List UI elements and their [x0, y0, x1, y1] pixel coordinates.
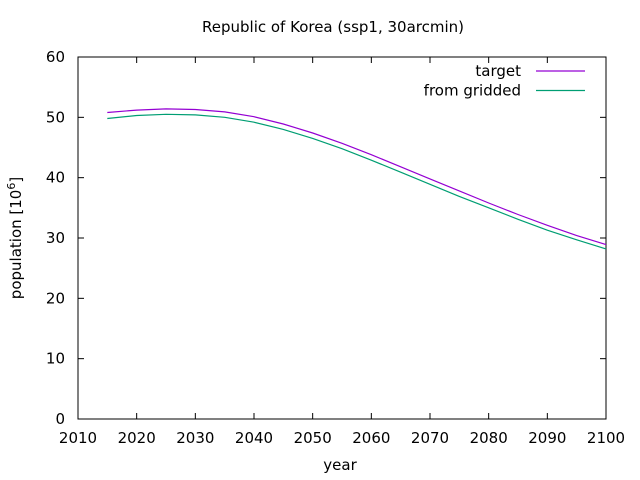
y-tick-label: 0 [55, 410, 65, 428]
x-axis: 2010 2020 2030 2040 2050 2060 2070 2080 2090 2100 [59, 57, 625, 447]
y-tick-label: 40 [46, 169, 65, 187]
y-tick-label: 60 [46, 48, 65, 66]
x-tick-label: 2060 [352, 429, 390, 447]
y-tick-label: 10 [46, 350, 65, 368]
x-tick-label: 2050 [294, 429, 332, 447]
legend: target from gridded [424, 62, 585, 100]
y-axis-label: population [106] [5, 177, 25, 299]
y-tick-label: 50 [46, 108, 65, 126]
y-axis-label-exponent: 6 [5, 183, 18, 190]
y-axis-label-text: population [10 [7, 190, 25, 300]
plot-border [77, 56, 607, 420]
x-tick-label: 2100 [587, 429, 625, 447]
series-line-0 [107, 108, 607, 246]
x-axis-label: year [323, 456, 357, 474]
x-tick-label: 2080 [470, 429, 508, 447]
y-tick-label: 20 [46, 289, 65, 307]
chart-title: Republic of Korea (ssp1, 30arcmin) [202, 18, 464, 36]
x-tick-label: 2090 [528, 429, 566, 447]
series-layer [107, 108, 607, 250]
series-line-1 [107, 113, 607, 250]
y-axis: 0 10 20 30 40 50 60 [46, 48, 606, 428]
x-tick-label: 2040 [235, 429, 273, 447]
legend-label-0: target [475, 62, 521, 80]
x-tick-label: 2020 [118, 429, 156, 447]
y-axis-label-close: ] [7, 177, 25, 183]
x-tick-label: 2010 [59, 429, 97, 447]
legend-label-1: from gridded [424, 82, 521, 100]
y-tick-label: 30 [46, 229, 65, 247]
x-tick-label: 2070 [411, 429, 449, 447]
x-tick-label: 2030 [176, 429, 214, 447]
